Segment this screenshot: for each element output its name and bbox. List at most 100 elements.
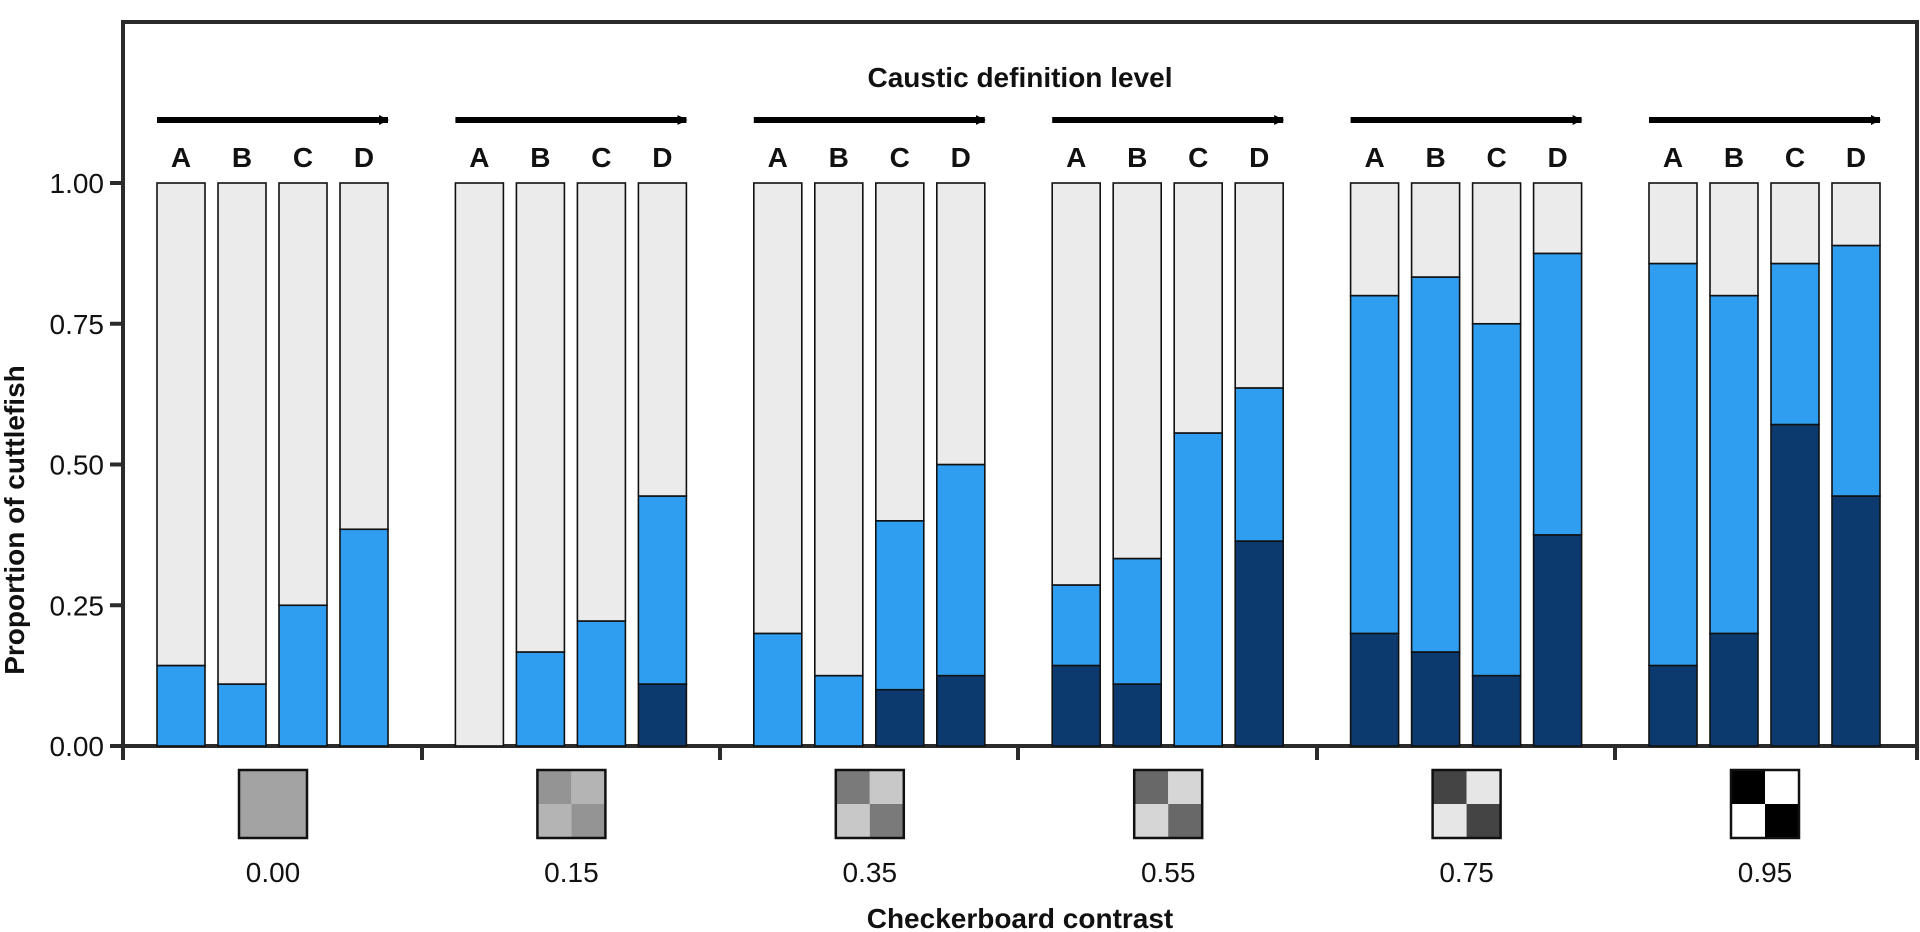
bar-blue-0.75-C: [1471, 322, 1522, 677]
bar-blue-0.75-A: [1349, 294, 1400, 635]
checker-cell: [571, 770, 606, 804]
checker-cell: [537, 804, 572, 838]
checker-cell: [1466, 804, 1501, 838]
bars-layer: [156, 182, 1881, 747]
bar-grey-0.15-A: [454, 182, 505, 747]
y-tick-label: 0.00: [50, 731, 105, 762]
bar-grey-0.35-C: [874, 182, 925, 522]
bar-grey-0.55-D: [1234, 182, 1284, 389]
bar-dark-0.55-B: [1112, 683, 1162, 747]
bar-grey-0.95-C: [1770, 182, 1820, 265]
bar-grey-0.75-B: [1410, 182, 1461, 278]
category-label: A: [469, 142, 489, 173]
checker-border: [536, 768, 607, 840]
bar-dark-0.75-A: [1349, 632, 1400, 747]
category-label: A: [1663, 142, 1683, 173]
checker-cell: [1432, 770, 1467, 804]
category-label: B: [1425, 142, 1445, 173]
bar-grey-0.95-D: [1831, 182, 1881, 247]
bar-grey-0.00-D: [339, 182, 389, 531]
checker-cell: [1466, 770, 1501, 804]
checker-cell: [1765, 770, 1799, 804]
category-label: C: [1486, 142, 1506, 173]
bar-blue-0.75-B: [1410, 276, 1461, 653]
bar-blue-0.55-A: [1051, 584, 1101, 667]
x-tick-label: 0.00: [246, 857, 301, 888]
bar-grey-0.15-D: [637, 182, 688, 497]
bar-blue-0.95-C: [1770, 262, 1820, 426]
bar-grey-0.00-A: [156, 182, 206, 667]
category-label: A: [171, 142, 191, 173]
bar-dark-0.75-C: [1471, 674, 1522, 747]
category-label: A: [1066, 142, 1086, 173]
category-label: B: [1127, 142, 1147, 173]
bar-blue-0.55-B: [1112, 557, 1162, 685]
checker-cell: [571, 804, 606, 838]
category-label: D: [354, 142, 374, 173]
y-tick-label: 1.00: [50, 168, 105, 199]
checker-border: [834, 768, 906, 840]
checker-cell: [1134, 804, 1169, 838]
bar-dark-0.95-D: [1831, 495, 1881, 747]
checker-cell: [835, 770, 870, 804]
bar-grey-0.00-C: [278, 182, 328, 607]
bar-blue-0.35-C: [874, 519, 925, 691]
bar-dark-0.35-D: [935, 674, 986, 747]
bar-blue-0.35-A: [752, 632, 803, 747]
bar-grey-0.75-C: [1471, 182, 1522, 325]
bar-grey-0.35-B: [813, 182, 864, 677]
x-tick-label: 0.75: [1439, 857, 1494, 888]
checker-border: [1431, 768, 1502, 840]
category-label: C: [1188, 142, 1208, 173]
checker-border: [237, 768, 309, 840]
bar-grey-0.95-A: [1648, 182, 1698, 265]
category-label: C: [1785, 142, 1805, 173]
bar-blue-0.95-D: [1831, 244, 1881, 497]
bar-blue-0.00-C: [278, 604, 328, 747]
bar-grey-0.55-C: [1173, 182, 1223, 434]
checker-cell: [1432, 804, 1467, 838]
checker-cell: [869, 770, 904, 804]
x-axis: 0.00 0.15 0.35 0.55 0.75 0.95: [121, 746, 1919, 888]
category-label: D: [951, 142, 971, 173]
bar-blue-0.00-A: [156, 664, 206, 747]
category-label: B: [232, 142, 252, 173]
bar-dark-0.55-D: [1234, 540, 1284, 747]
checker-cell: [1731, 804, 1765, 838]
bar-blue-0.35-B: [813, 674, 864, 747]
bar-grey-0.95-B: [1709, 182, 1759, 297]
category-label: B: [530, 142, 550, 173]
bar-grey-0.00-B: [217, 182, 267, 685]
checker-cell: [1168, 770, 1203, 804]
bar-dark-0.95-B: [1709, 632, 1759, 747]
x-tick-label: 0.35: [843, 857, 898, 888]
checkerboard-swatches: [237, 768, 1801, 840]
category-label: D: [1846, 142, 1866, 173]
bar-dark-0.75-B: [1410, 651, 1461, 747]
checker-cell: [1765, 804, 1799, 838]
checker-cell: [273, 770, 307, 804]
checker-cell: [239, 804, 273, 838]
bar-blue-0.55-D: [1234, 387, 1284, 542]
checker-cell: [239, 770, 273, 804]
bar-dark-0.55-A: [1051, 664, 1101, 747]
x-tick-label: 0.95: [1738, 857, 1793, 888]
bar-grey-0.15-C: [576, 182, 627, 622]
x-axis-label: Checkerboard contrast: [867, 903, 1174, 932]
bar-dark-0.75-D: [1532, 534, 1583, 747]
checker-cell: [273, 804, 307, 838]
category-label: C: [591, 142, 611, 173]
bar-blue-0.75-D: [1532, 252, 1583, 536]
bar-grey-0.75-D: [1532, 182, 1583, 255]
x-tick-label: 0.15: [544, 857, 599, 888]
bar-dark-0.35-C: [874, 688, 925, 747]
category-label: B: [829, 142, 849, 173]
category-label: C: [890, 142, 910, 173]
bar-blue-0.15-B: [515, 651, 566, 747]
category-label: D: [1547, 142, 1567, 173]
checker-cell: [1134, 770, 1169, 804]
bar-grey-0.15-B: [515, 182, 566, 653]
bar-blue-0.00-B: [217, 683, 267, 747]
bar-blue-0.15-C: [576, 620, 627, 747]
